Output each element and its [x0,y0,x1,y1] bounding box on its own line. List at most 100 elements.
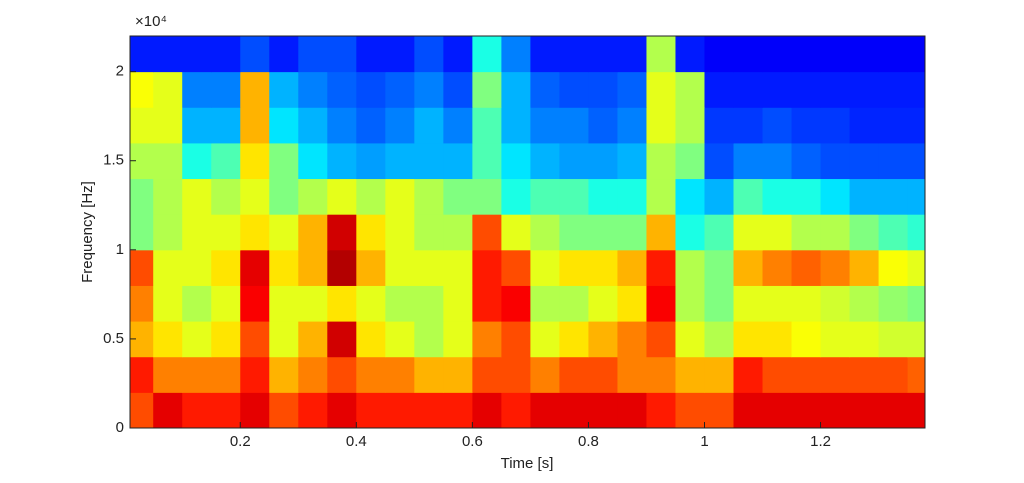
heatmap-cell [501,392,531,428]
heatmap-cell [298,142,328,180]
heatmap-cell [327,214,357,251]
heatmap-cell [559,392,589,428]
heatmap-cell [327,107,357,144]
y-tick-label: 1.5 [103,152,124,169]
heatmap-cell [907,142,925,180]
heatmap-cell [588,71,618,108]
heatmap-cell [501,214,531,251]
heatmap-cell [646,107,676,144]
heatmap-cell [414,107,444,144]
heatmap-cell [240,214,270,251]
heatmap-cell [385,249,415,286]
heatmap-cell [733,178,764,215]
heatmap-cell [240,36,270,73]
heatmap-cell [269,36,299,73]
heatmap-cell [849,356,880,393]
heatmap-cell [327,392,357,428]
heatmap-cell [182,249,212,286]
heatmap-cell [617,107,647,144]
heatmap-cell [849,107,880,144]
heatmap-cell [907,249,925,286]
y-tick-label: 0.5 [103,330,124,347]
heatmap-cell [733,249,764,286]
heatmap-cell [130,249,154,286]
heatmap-cell [356,107,386,144]
heatmap-cell [820,392,851,428]
heatmap-cell [617,71,647,108]
heatmap-cell [327,142,357,180]
heatmap-cell [530,71,560,108]
heatmap-cell [617,356,647,393]
heatmap-cell [820,285,851,322]
heatmap-cell [820,36,851,73]
heatmap-cell [617,321,647,358]
heatmap-cell [501,107,531,144]
heatmap-cell [849,321,880,358]
heatmap-cell [472,214,502,251]
heatmap-cell [704,71,735,108]
heatmap-cell [443,249,473,286]
heatmap-cell [704,107,735,144]
heatmap-cell [130,214,154,251]
heatmap-cell [530,214,560,251]
heatmap-cell [588,321,618,358]
heatmap-cell [130,321,154,358]
heatmap-cell [211,214,241,251]
heatmap-cell [907,285,925,322]
heatmap-cell [762,321,793,358]
heatmap-cell [443,285,473,322]
heatmap-cell [414,321,444,358]
heatmap-cell [849,392,880,428]
heatmap-cell [588,178,618,215]
heatmap-cell [414,142,444,180]
heatmap-cell [878,178,909,215]
heatmap-cell [414,356,444,393]
heatmap-cell [530,392,560,428]
heatmap-cell [733,142,764,180]
heatmap-cell [153,249,183,286]
heatmap-cell [501,178,531,215]
heatmap-cell [907,214,925,251]
heatmap-cell [559,321,589,358]
heatmap-cell [211,249,241,286]
heatmap-cell [559,36,589,73]
heatmap-cell [153,36,183,73]
heatmap-cell [791,178,822,215]
heatmap-cell [849,178,880,215]
heatmap-cell [733,356,764,393]
heatmap-cell [762,36,793,73]
heatmap-cell [762,107,793,144]
heatmap-cell [907,178,925,215]
heatmap-cell [588,392,618,428]
heatmap-cell [762,356,793,393]
heatmap-cell [356,214,386,251]
heatmap-cell [269,214,299,251]
heatmap-cell [530,285,560,322]
heatmap-cell [240,285,270,322]
heatmap-cell [414,214,444,251]
x-axis-label: Time [s] [501,455,554,472]
heatmap-cell [472,36,502,73]
heatmap-cell [298,178,328,215]
heatmap-cell [820,71,851,108]
heatmap-cell [530,356,560,393]
heatmap-cell [182,71,212,108]
heatmap-cell [878,321,909,358]
heatmap-cell [385,107,415,144]
heatmap-cell [559,107,589,144]
heatmap-cell [617,249,647,286]
heatmap-cell [356,392,386,428]
heatmap-cell [356,356,386,393]
heatmap-cell [153,142,183,180]
heatmap-cell [269,178,299,215]
heatmap-cell [530,249,560,286]
heatmap-cell [130,356,154,393]
heatmap-cell [733,321,764,358]
heatmap-cell [530,36,560,73]
heatmap-cell [733,392,764,428]
heatmap-cell [733,71,764,108]
heatmap-cell [211,107,241,144]
x-tick-label: 1.2 [810,433,831,450]
heatmap-cell [762,285,793,322]
heatmap-cell [907,392,925,428]
